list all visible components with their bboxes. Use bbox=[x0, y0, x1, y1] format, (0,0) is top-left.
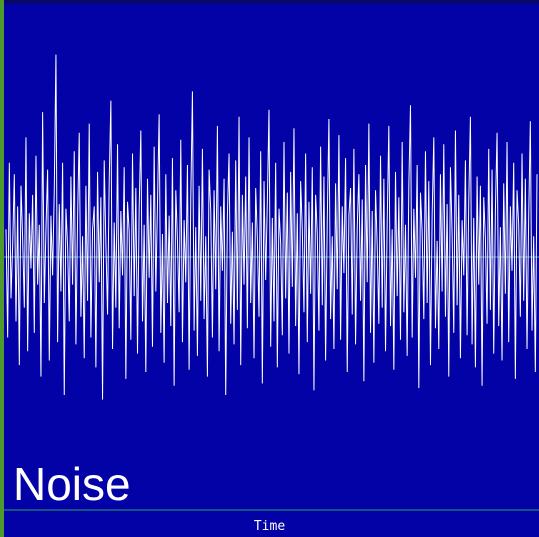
left-border bbox=[0, 0, 4, 537]
noise-series-line bbox=[5, 54, 538, 400]
signal-label: Noise bbox=[13, 458, 131, 510]
top-border bbox=[0, 0, 539, 4]
noise-trace-group bbox=[5, 54, 538, 400]
x-axis-label: Time bbox=[253, 519, 286, 534]
